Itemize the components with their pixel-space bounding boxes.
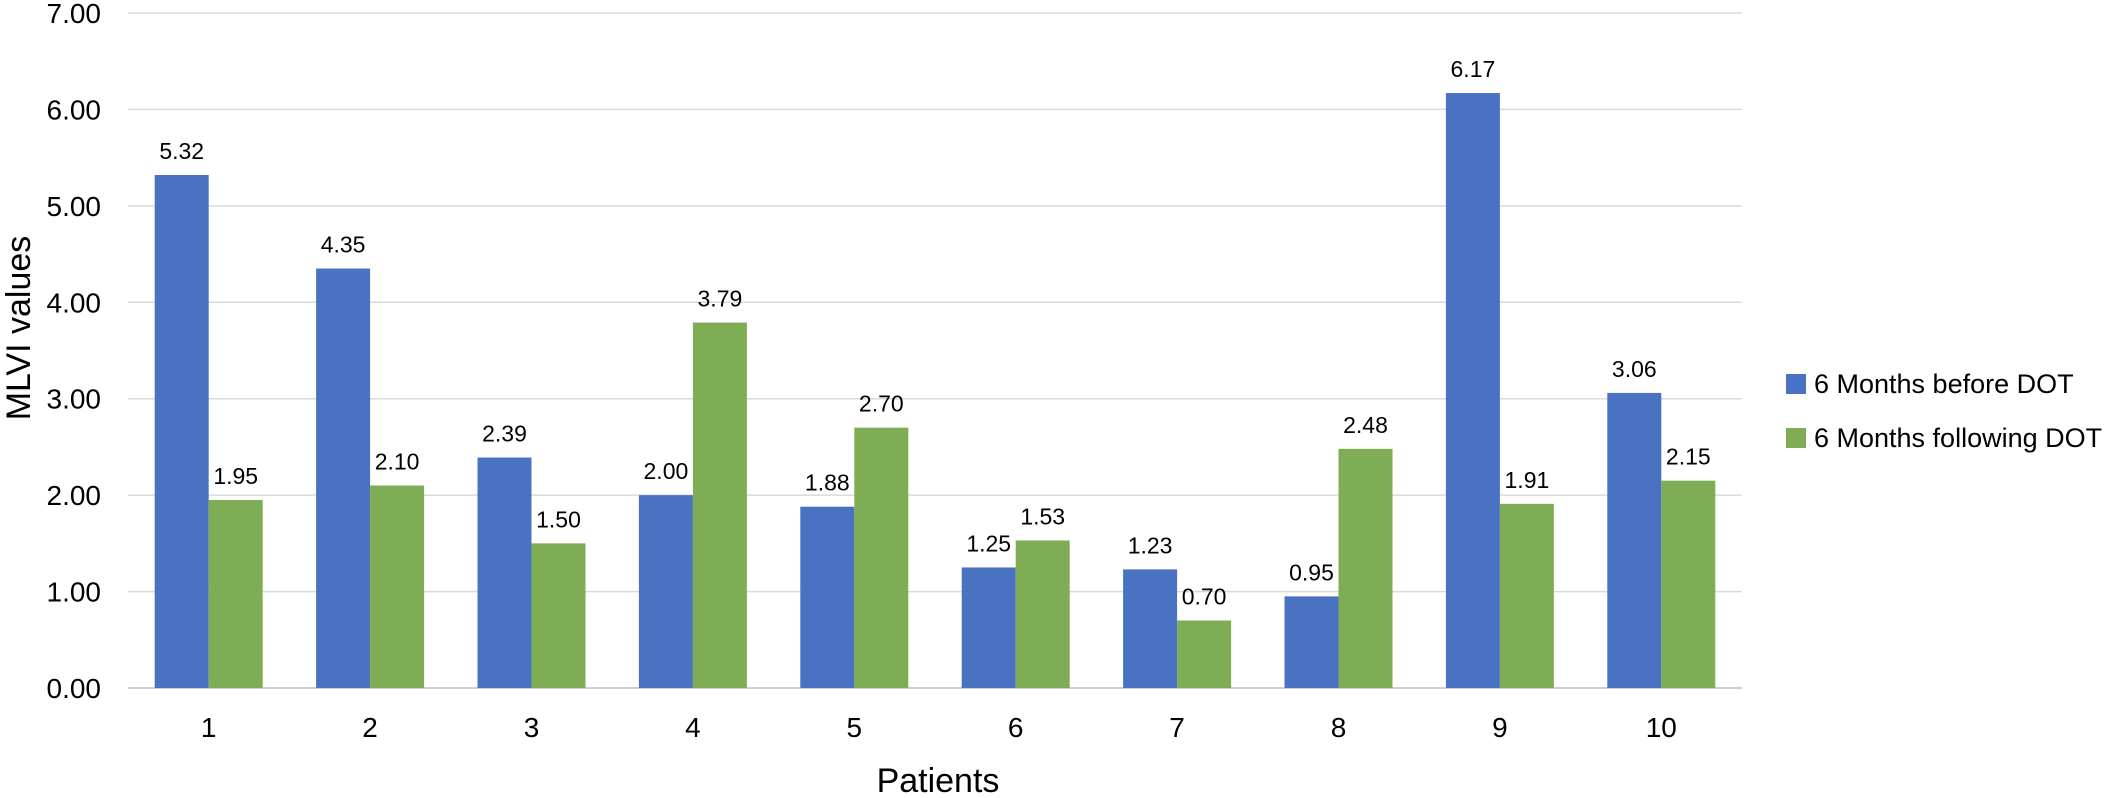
bar-before [316,268,371,688]
bar-following [854,427,909,688]
x-tick-label: 5 [847,712,863,743]
y-tick-labels: 0.00 1.00 2.00 3.00 4.00 5.00 6.00 7.00 [47,0,102,704]
data-label: 2.70 [859,391,904,417]
data-label: 1.25 [966,530,1011,556]
y-tick-label: 0.00 [47,673,102,704]
bar-before [1445,93,1500,689]
y-tick-label: 4.00 [47,287,102,318]
y-tick-label: 6.00 [47,94,102,125]
bar-following [531,543,586,688]
data-label: 1.53 [1020,503,1065,529]
data-label: 1.23 [1128,532,1173,558]
data-label: 1.95 [213,463,258,489]
legend: 6 Months before DOT 6 Months following D… [1786,369,2102,453]
data-label: 4.35 [321,232,366,258]
bar-before [638,495,693,688]
x-tick-label: 10 [1646,712,1677,743]
bar-following [1338,448,1393,688]
data-label: 1.50 [536,506,581,532]
bar-following [1177,620,1232,688]
data-label: 5.32 [159,138,204,164]
x-tick-label: 2 [362,712,378,743]
bar-before [1284,596,1339,688]
bar-before [800,506,855,688]
bar-before [1123,569,1178,688]
data-label: 2.48 [1343,412,1388,438]
y-tick-label: 7.00 [47,0,102,29]
legend-swatch-before [1786,374,1806,394]
x-axis-title: Patients [877,762,1000,798]
legend-label-following: 6 Months following DOT [1814,423,2102,453]
bar-before [961,567,1016,688]
bar-following [1661,480,1716,688]
y-tick-label: 3.00 [47,384,102,415]
data-label: 3.79 [698,286,743,312]
data-label: 6.17 [1451,56,1496,82]
y-axis-title: MLVI values [0,236,38,421]
bars [154,93,1716,689]
y-tick-label: 5.00 [47,191,102,222]
x-tick-labels: 1 2 3 4 5 6 7 8 9 10 [201,712,1677,743]
x-tick-label: 4 [685,712,701,743]
x-tick-label: 9 [1492,712,1508,743]
bar-before [477,457,532,688]
x-tick-label: 1 [201,712,217,743]
x-tick-label: 3 [524,712,540,743]
x-tick-label: 6 [1008,712,1024,743]
y-tick-label: 2.00 [47,480,102,511]
bar-before [154,175,209,688]
bar-following [1015,540,1070,688]
bar-following [692,322,747,688]
bar-before [1607,392,1662,688]
data-label: 0.70 [1182,584,1227,610]
bar-following [1499,503,1554,688]
legend-swatch-following [1786,428,1806,448]
y-tick-label: 1.00 [47,577,102,608]
data-label: 3.06 [1612,356,1657,382]
data-label: 2.10 [375,449,420,475]
data-label: 2.15 [1666,444,1711,470]
data-label: 1.88 [805,470,850,496]
data-labels: 5.32 1.95 4.35 2.10 2.39 1.50 2.00 3.79 1.88 2.70… [159,56,1710,609]
data-label: 2.39 [482,421,527,447]
bar-following [208,499,263,688]
x-tick-label: 8 [1331,712,1347,743]
data-label: 0.95 [1289,559,1334,585]
bar-following [370,485,425,688]
x-tick-label: 7 [1169,712,1185,743]
data-label: 1.91 [1505,467,1550,493]
data-label: 2.00 [644,458,689,484]
legend-label-before: 6 Months before DOT [1814,369,2074,399]
